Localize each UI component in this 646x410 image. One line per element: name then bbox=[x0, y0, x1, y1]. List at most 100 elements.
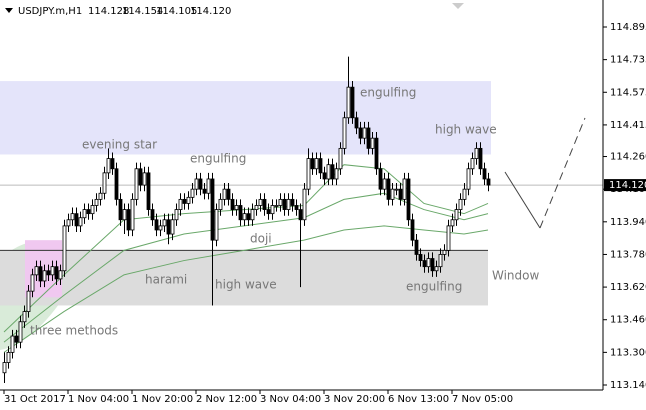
candle-body bbox=[102, 172, 107, 194]
candle-body bbox=[358, 127, 363, 139]
candle-body bbox=[438, 254, 443, 268]
candle-body bbox=[146, 172, 151, 210]
candle-body bbox=[474, 147, 479, 159]
candle-body bbox=[78, 217, 83, 227]
candle-body bbox=[150, 209, 155, 221]
candle-body bbox=[466, 168, 471, 190]
candle-body bbox=[66, 219, 71, 227]
candle-body bbox=[422, 260, 427, 268]
candle-body bbox=[114, 168, 119, 200]
y-tick-label: 113.780 bbox=[610, 249, 646, 260]
candle-body bbox=[122, 209, 127, 221]
candle-body bbox=[158, 225, 163, 231]
candle-body bbox=[74, 213, 79, 227]
x-tick-label: 1 Nov 04:00 bbox=[68, 394, 129, 405]
candle-body bbox=[38, 266, 43, 282]
candle-body bbox=[354, 117, 359, 129]
candle-body bbox=[130, 198, 135, 231]
candle-body bbox=[306, 158, 311, 190]
candle-body bbox=[22, 311, 27, 323]
candle-body bbox=[182, 198, 187, 204]
candle-body bbox=[86, 209, 91, 215]
candle-body bbox=[254, 205, 259, 210]
y-tick-label: 113.940 bbox=[610, 217, 646, 228]
candle-body bbox=[434, 266, 439, 272]
candle-body bbox=[418, 254, 423, 261]
candle-body bbox=[486, 178, 491, 186]
candle-body bbox=[218, 198, 223, 210]
candle-body bbox=[54, 266, 59, 280]
annotation: engulfing bbox=[406, 280, 462, 294]
candle-body bbox=[302, 188, 307, 221]
plot bbox=[0, 56, 603, 383]
candle-body bbox=[238, 205, 243, 221]
candle-body bbox=[390, 188, 395, 200]
candle-body bbox=[426, 258, 431, 268]
moving-average bbox=[3, 225, 489, 353]
candle-body bbox=[258, 198, 263, 206]
candle-body bbox=[62, 225, 67, 272]
menu-icon[interactable] bbox=[5, 8, 13, 13]
candle-body bbox=[342, 117, 347, 149]
candle-body bbox=[154, 219, 159, 231]
panel-toggle[interactable] bbox=[452, 3, 464, 9]
candle-body bbox=[30, 274, 35, 292]
candle-body bbox=[98, 192, 103, 200]
candle-body bbox=[398, 188, 403, 200]
annotation: harami bbox=[145, 273, 187, 287]
candle-body bbox=[270, 205, 275, 215]
candle-body bbox=[262, 198, 267, 210]
candle-body bbox=[378, 168, 383, 190]
candle-body bbox=[274, 205, 279, 207]
y-tick-label: 114.415 bbox=[610, 120, 646, 131]
candle-body bbox=[370, 137, 375, 149]
candle-body bbox=[10, 335, 15, 353]
candle-body bbox=[322, 172, 327, 180]
candle-body bbox=[202, 188, 207, 194]
candle-body bbox=[314, 158, 319, 170]
candle-body bbox=[406, 178, 411, 221]
candle-body bbox=[266, 209, 271, 215]
annotation: high wave bbox=[215, 278, 277, 292]
candle-body bbox=[142, 172, 147, 186]
y-tick-label: 113.460 bbox=[610, 315, 646, 326]
candle-body bbox=[214, 209, 219, 241]
candle-body bbox=[346, 86, 351, 119]
candle-body bbox=[166, 219, 171, 235]
candle-body bbox=[290, 198, 295, 206]
candle-body bbox=[126, 209, 131, 231]
annotation: three methods bbox=[30, 324, 118, 338]
candle-body bbox=[478, 147, 483, 170]
candle-body bbox=[446, 225, 451, 251]
y-tick-label: 114.260 bbox=[610, 152, 646, 163]
x-tick-label: 2 Nov 12:00 bbox=[196, 394, 257, 405]
candle-body bbox=[450, 219, 455, 227]
candle-body bbox=[394, 188, 399, 191]
candle-body bbox=[162, 219, 167, 227]
candle-body bbox=[362, 127, 367, 139]
x-tick-label: 6 Nov 13:00 bbox=[388, 394, 449, 405]
y-tick-label: 114.735 bbox=[610, 55, 646, 66]
candle-body bbox=[470, 158, 475, 170]
candle-body bbox=[310, 158, 315, 170]
y-tick-label: 113.620 bbox=[610, 282, 646, 293]
candle-body bbox=[382, 178, 387, 190]
candle-body bbox=[198, 178, 203, 190]
drawn-line bbox=[504, 171, 541, 229]
candle-body bbox=[410, 219, 415, 241]
candle-body bbox=[294, 205, 299, 210]
candle-body bbox=[442, 249, 447, 255]
x-tick-label: 7 Nov 05:00 bbox=[452, 394, 513, 405]
candle-body bbox=[282, 198, 287, 210]
candle-body bbox=[430, 258, 435, 272]
candle-body bbox=[194, 178, 199, 190]
candle-body bbox=[170, 219, 175, 235]
candle-body bbox=[246, 213, 251, 221]
last-price-label: 114.120 bbox=[609, 180, 646, 191]
zone bbox=[0, 81, 491, 155]
candle-body bbox=[458, 198, 463, 210]
candle-body bbox=[190, 188, 195, 198]
candle-body bbox=[14, 335, 19, 343]
